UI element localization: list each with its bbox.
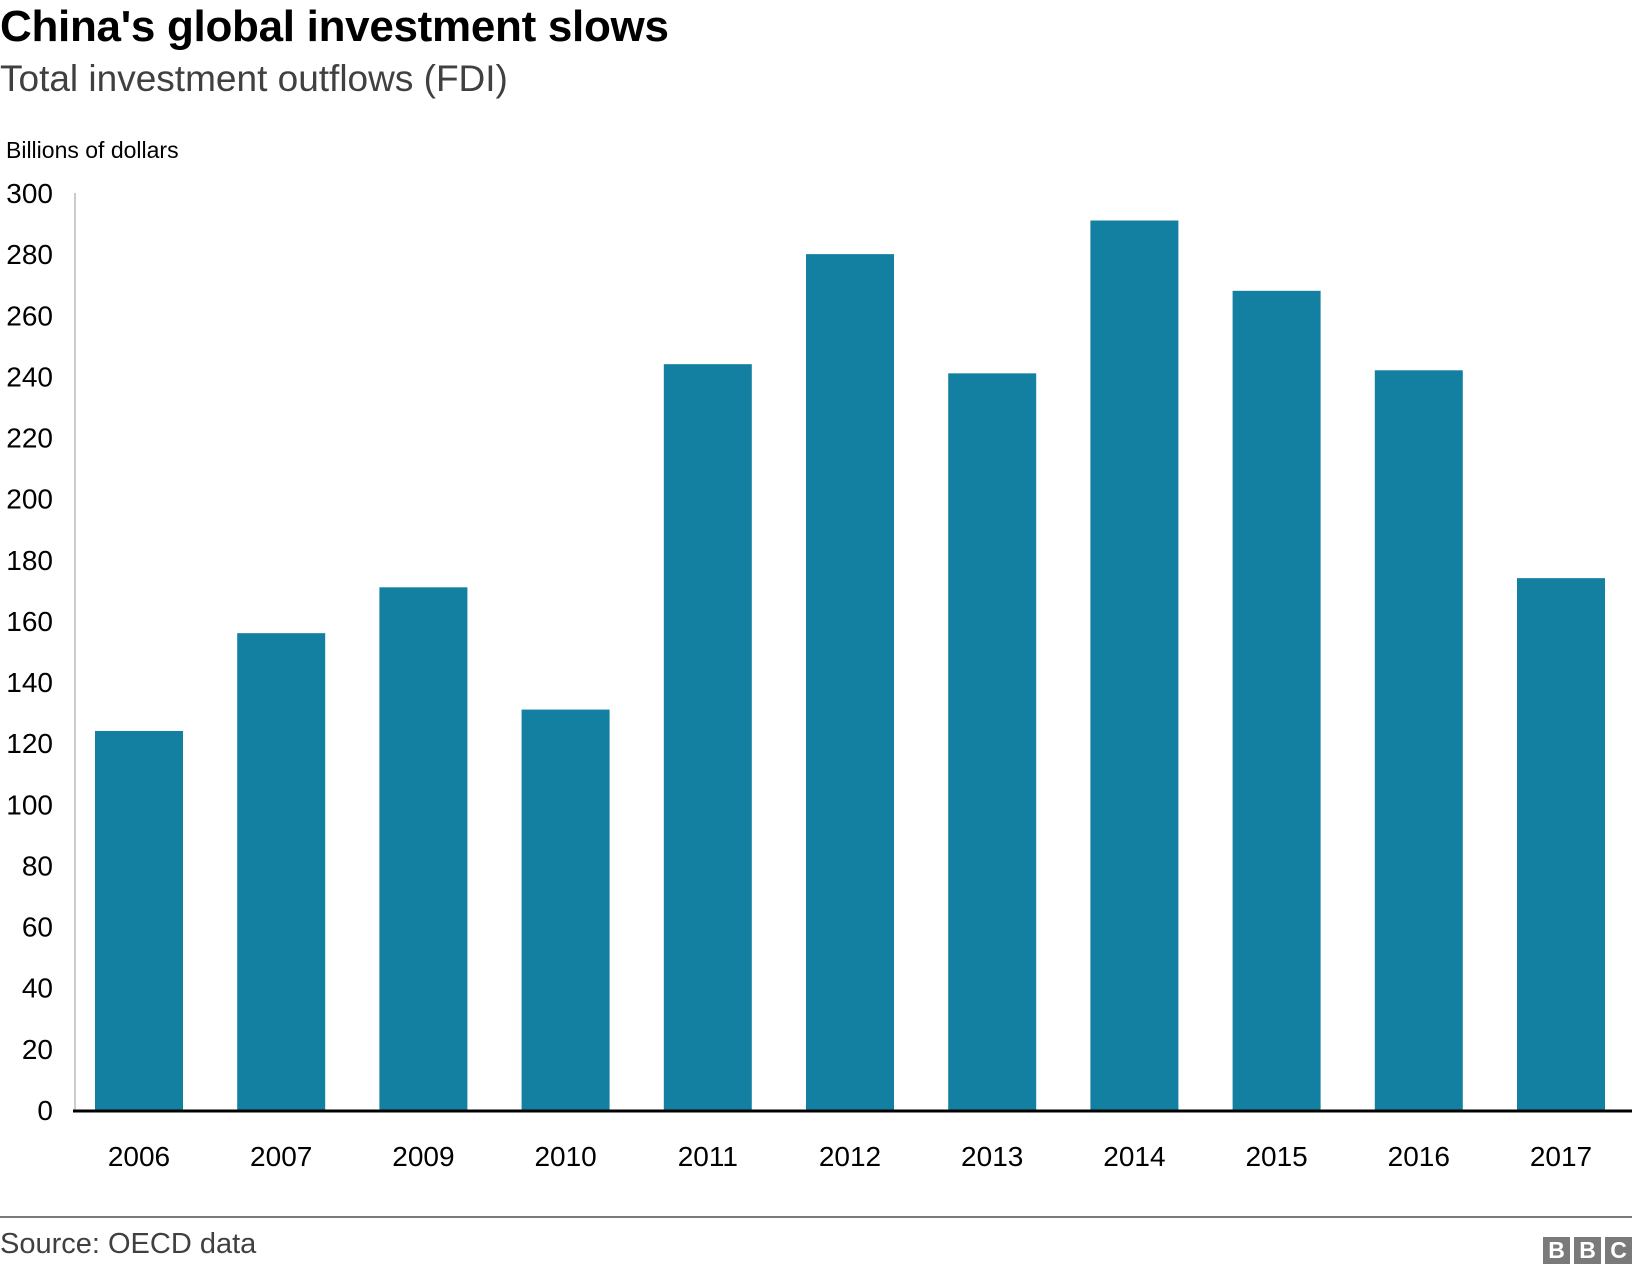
bar-2013 (948, 373, 1037, 1110)
bar-2014 (1090, 220, 1179, 1110)
bar-2006 (95, 730, 183, 1110)
bar-chart: 0 20 40 60 80 100 120 140 160 180 200 220 240 260 280 3… (6, 178, 1632, 1172)
logo-letter: C (1605, 1237, 1632, 1264)
bar-2011 (663, 364, 752, 1110)
x-tick-label: 2010 (534, 1141, 596, 1172)
y-tick-label: 260 (6, 300, 53, 331)
y-tick-label: 200 (6, 484, 53, 515)
y-axis-ticks: 0 20 40 60 80 100 120 140 160 180 200 220 240 260 280 3… (6, 178, 53, 1126)
x-tick-label: 2012 (819, 1141, 881, 1172)
y-tick-label: 140 (6, 667, 53, 698)
bar-2007 (237, 633, 326, 1110)
y-tick-label: 300 (6, 178, 53, 209)
logo-letter: B (1574, 1237, 1601, 1264)
bar-2015 (1232, 290, 1321, 1110)
y-tick-label: 40 (22, 973, 53, 1004)
x-tick-label: 2013 (961, 1141, 1023, 1172)
bar-2009 (379, 587, 468, 1110)
x-tick-label: 2014 (1103, 1141, 1165, 1172)
y-tick-label: 180 (6, 545, 53, 576)
chart-title: China's global investment slows (0, 2, 669, 51)
footer-divider (0, 1216, 1632, 1218)
x-tick-label: 2017 (1530, 1141, 1592, 1172)
y-tick-label: 100 (6, 789, 53, 820)
y-tick-label: 280 (6, 239, 53, 270)
bar-2010 (521, 709, 610, 1110)
x-tick-label: 2015 (1245, 1141, 1307, 1172)
y-axis-label: Billions of dollars (6, 137, 179, 163)
x-tick-label: 2007 (250, 1141, 312, 1172)
y-tick-label: 60 (22, 912, 53, 943)
y-tick-label: 120 (6, 728, 53, 759)
bar-2016 (1374, 370, 1463, 1111)
y-tick-label: 220 (6, 423, 53, 454)
x-tick-label: 2006 (108, 1141, 170, 1172)
x-tick-label: 2011 (678, 1141, 738, 1172)
y-tick-label: 20 (22, 1034, 53, 1065)
y-tick-label: 0 (37, 1095, 53, 1126)
x-axis-labels: 2006 2007 2009 2010 2011 2012 2013 2014 2015 2016… (108, 1141, 1592, 1172)
bar-2017 (1517, 578, 1605, 1110)
x-tick-label: 2009 (392, 1141, 454, 1172)
y-tick-label: 240 (6, 361, 53, 392)
bars (95, 220, 1605, 1111)
bbc-logo: B B C (1543, 1237, 1632, 1264)
source-note: Source: OECD data (0, 1228, 257, 1260)
x-tick-label: 2016 (1388, 1141, 1450, 1172)
bar-2012 (806, 254, 894, 1111)
chart-subtitle: Total investment outflows (FDI) (0, 58, 508, 99)
y-tick-label: 80 (22, 850, 53, 881)
y-tick-label: 160 (6, 606, 53, 637)
logo-letter: B (1543, 1237, 1570, 1264)
